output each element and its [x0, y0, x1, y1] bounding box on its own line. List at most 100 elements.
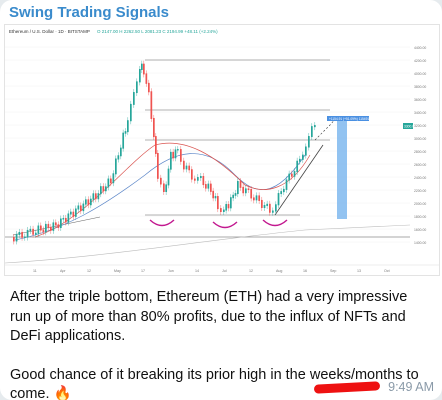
candle: [220, 208, 222, 213]
candle: [283, 188, 285, 193]
candle: [210, 183, 212, 192]
candle: [217, 196, 219, 210]
candle: [232, 194, 235, 199]
candle: [127, 120, 129, 133]
y-tick-label: 3800.00: [414, 85, 426, 89]
x-tick-label: Apr: [60, 269, 66, 273]
message-paragraph-2: Good chance of it breaking its prior hig…: [10, 366, 430, 400]
message-paragraph-2-text: Good chance of it breaking its prior hig…: [10, 366, 419, 400]
candle: [269, 203, 271, 213]
candle: [250, 189, 253, 199]
candle: [35, 232, 37, 235]
candle: [57, 224, 60, 228]
message-text: After the triple bottom, Ethereum (ETH) …: [10, 288, 430, 400]
y-tick-label: 1400.00: [414, 241, 426, 245]
candle: [280, 191, 283, 195]
y-tick-label: 3000.00: [414, 137, 426, 141]
candle: [87, 199, 90, 206]
candle: [277, 193, 280, 206]
candle: [37, 225, 40, 234]
candle: [291, 173, 293, 177]
candle: [143, 63, 145, 75]
candle: [62, 217, 65, 220]
candle: [70, 211, 72, 215]
candle: [242, 186, 245, 194]
candle: [263, 204, 266, 208]
candle: [42, 229, 45, 233]
y-tick-label: 2200.00: [414, 189, 426, 193]
bottom-arc-3: [262, 219, 288, 227]
candle: [177, 149, 179, 151]
candle: [183, 160, 185, 170]
candle: [227, 204, 230, 209]
message-meta: 9:49 AM: [313, 380, 434, 394]
candle: [155, 136, 157, 154]
candle: [50, 226, 52, 231]
candle: [136, 81, 138, 94]
candle: [157, 152, 159, 179]
candle: [55, 222, 57, 226]
candle: [214, 196, 217, 199]
candle: [133, 92, 135, 105]
trendline-left: [12, 216, 101, 236]
candle: [122, 132, 125, 149]
candle: [202, 176, 205, 186]
candle: [47, 223, 50, 228]
candle: [112, 173, 115, 184]
candle: [141, 63, 143, 70]
candle: [266, 203, 269, 206]
y-tick-label: 2000.00: [414, 202, 426, 206]
x-tick-label: 12: [87, 269, 91, 273]
candle: [245, 188, 247, 194]
candle: [285, 179, 288, 190]
candle: [293, 171, 296, 177]
candle: [29, 228, 32, 231]
message-paragraph-1: After the triple bottom, Ethereum (ETH) …: [10, 289, 408, 344]
candle: [247, 188, 250, 191]
candle: [299, 158, 301, 162]
y-tick-label: 2800.00: [414, 150, 426, 154]
candle: [139, 68, 141, 83]
candle: [60, 218, 62, 228]
candle: [97, 193, 100, 200]
candle: [45, 223, 47, 233]
candle: [261, 199, 263, 208]
candle: [223, 209, 225, 213]
candle: [207, 183, 210, 189]
candle: [185, 165, 188, 170]
candle: [150, 91, 153, 119]
candle: [167, 168, 170, 186]
x-tick-label: Sep: [330, 269, 336, 273]
candle: [105, 186, 107, 192]
chart-image[interactable]: Ethereum / U.S. Dollar · 1D · BITSTAMP O…: [4, 24, 440, 276]
x-tick-label: 13: [357, 269, 361, 273]
candle: [72, 211, 75, 217]
candle: [225, 204, 228, 211]
x-tick-label: 11: [33, 269, 37, 273]
x-tick-label: 14: [195, 269, 199, 273]
candle: [65, 217, 67, 223]
candle: [75, 208, 77, 217]
y-tick-label: 2400.00: [414, 176, 426, 180]
candle: [80, 205, 82, 212]
candle: [305, 146, 307, 156]
candle: [117, 155, 120, 160]
x-tick-label: May: [114, 269, 121, 273]
candle: [100, 186, 102, 195]
candle: [194, 178, 196, 181]
message-time: 9:49 AM: [388, 380, 434, 394]
x-tick-label: 17: [141, 269, 145, 273]
candle: [165, 184, 168, 193]
y-tick-label: 3600.00: [414, 98, 426, 102]
candle: [172, 151, 175, 159]
y-tick-label: 4000.00: [414, 72, 426, 76]
candle: [124, 131, 127, 134]
candle: [107, 178, 110, 188]
chart-symbol: Ethereum / U.S. Dollar · 1D · BITSTAMP: [9, 29, 90, 34]
sender-name[interactable]: Swing Trading Signals: [9, 4, 170, 21]
candle: [26, 229, 29, 238]
y-tick-label: 4400.00: [414, 46, 426, 50]
candle: [21, 231, 23, 238]
target-label-box: [327, 116, 369, 121]
